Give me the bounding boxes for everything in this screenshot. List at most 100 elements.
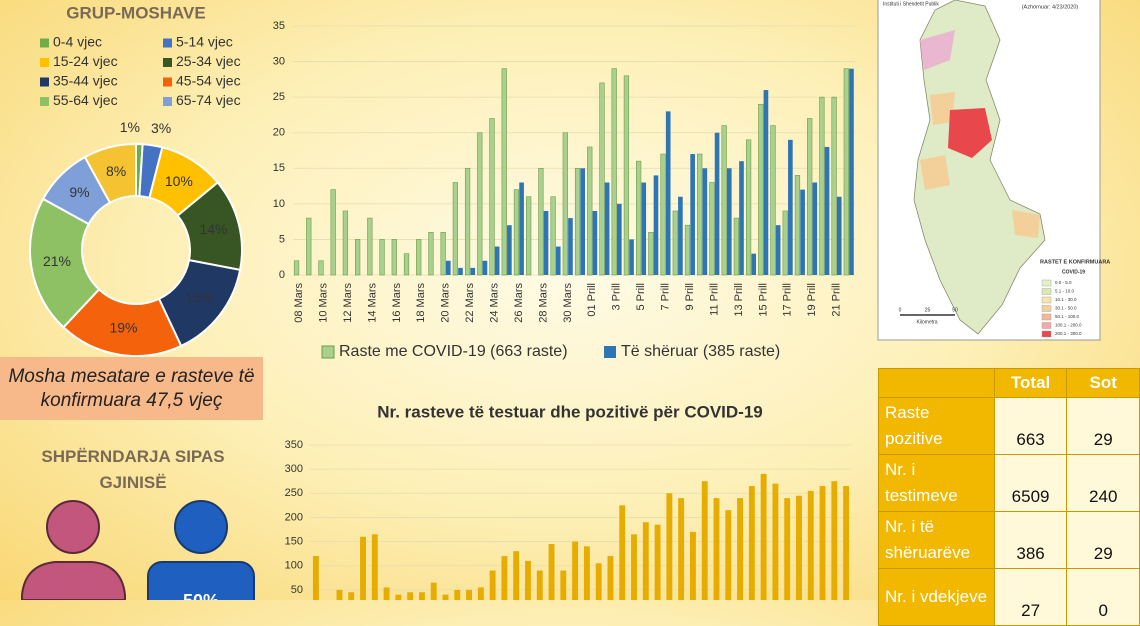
total-cell: 386 [993, 511, 1068, 569]
bar [721, 125, 727, 276]
bar [733, 217, 739, 276]
female-body [21, 561, 126, 600]
legend-swatch [321, 345, 335, 359]
y-tick-label: 35 [273, 20, 285, 32]
legend-swatch [163, 77, 172, 87]
slice-label: 15% [185, 290, 213, 306]
total-cell: 27 [993, 568, 1068, 626]
bar [843, 68, 849, 276]
donut-title: GRUP-MOSHAVE [66, 3, 205, 22]
slice-label: 10% [165, 173, 193, 189]
bar [513, 551, 520, 600]
bar [562, 132, 568, 276]
bar [580, 168, 585, 275]
bar [737, 498, 744, 600]
slice-label: 9% [69, 184, 89, 200]
map-region [1012, 210, 1040, 238]
legend-label: 5-14 vjec [176, 34, 233, 50]
bar [654, 524, 661, 600]
row-label: Nr. i të shëruarëve [878, 511, 995, 569]
bar [548, 543, 555, 600]
bar [336, 589, 343, 600]
bar [604, 182, 610, 275]
total-cell: 6509 [993, 454, 1068, 512]
map-updated: (Azhornuar: 4/23/2020) [1022, 4, 1079, 10]
bar [440, 232, 446, 276]
x-tick-label: 24 Mars [488, 283, 500, 323]
map-legend-swatch [1041, 322, 1052, 329]
table-row: Raste pozitive 663 29 [878, 397, 1140, 455]
x-tick-label: 5 Prill [635, 283, 647, 311]
bar [784, 498, 791, 600]
legend-swatch [40, 58, 49, 67]
bar [525, 560, 531, 600]
map-legend-swatch [1041, 305, 1052, 312]
y-tick-label: 150 [285, 535, 303, 547]
bar [587, 146, 593, 276]
bar [391, 239, 397, 276]
bar [653, 175, 659, 275]
slice-label: 19% [109, 320, 137, 336]
bar [689, 531, 696, 600]
legend-label: Raste me COVID-19 (663 raste) [339, 343, 568, 360]
map-legend-title: RASTET E KONFIRMUARA [1040, 259, 1110, 265]
legend-swatch [40, 97, 49, 106]
legend-label: 35-44 vjec [53, 73, 118, 89]
bar [660, 153, 666, 276]
x-tick-label: 08 Mars [293, 283, 305, 323]
x-tick-label: 20 Mars [440, 283, 452, 323]
bar [501, 68, 507, 276]
y-tick-label: 100 [285, 560, 303, 572]
bar [665, 111, 671, 275]
bar [807, 118, 813, 276]
x-tick-label: 30 Mars [562, 283, 574, 323]
bar [466, 589, 473, 600]
x-tick-label: 10 Mars [317, 283, 329, 323]
bar [501, 556, 508, 600]
bar [782, 210, 788, 276]
x-tick-label: 01 Prill [586, 283, 598, 317]
map-region [920, 30, 955, 70]
legend-label: 25-34 vjec [176, 53, 241, 69]
y-tick-label: 0 [279, 269, 285, 281]
bar [342, 210, 349, 276]
bar [672, 210, 678, 276]
x-tick-label: 12 Mars [342, 283, 354, 323]
bar [800, 189, 805, 275]
y-tick-label: 200 [285, 511, 303, 523]
bar [519, 182, 524, 275]
today-cell: 29 [1066, 511, 1140, 569]
bar [583, 546, 590, 600]
bar [745, 139, 752, 276]
bar [379, 239, 385, 276]
bar [555, 246, 561, 275]
header-cell: Total [993, 368, 1068, 398]
map-legend-label: 50.1 - 100.0 [1055, 314, 1080, 319]
bar [642, 522, 649, 600]
bar [629, 239, 634, 275]
donut-slice [29, 197, 101, 329]
y-tick-label: 250 [285, 487, 303, 499]
bar [775, 225, 781, 275]
header-cell: Sot [1066, 368, 1140, 398]
map-region [920, 155, 950, 190]
map-legend-subtitle: COVID-19 [1062, 269, 1085, 275]
legend-label: Të shëruar (385 raste) [621, 343, 780, 360]
slice-label: 1% [120, 119, 140, 135]
header-row: Total Sot [878, 368, 1140, 398]
map-legend-label: 10.1 - 30.0 [1055, 297, 1077, 302]
bar [794, 175, 801, 276]
x-tick-label: 14 Mars [366, 283, 378, 323]
bar [760, 473, 767, 600]
bar [772, 483, 779, 600]
female-head [46, 500, 100, 554]
bar [831, 96, 837, 276]
map-legend-label: 0.0 - 5.0 [1055, 280, 1072, 285]
bar [568, 218, 573, 275]
bar [452, 182, 458, 276]
bar [442, 594, 449, 600]
bar [416, 239, 422, 276]
bar [619, 505, 626, 600]
map-legend-swatch [1041, 279, 1052, 287]
bar [543, 210, 549, 275]
